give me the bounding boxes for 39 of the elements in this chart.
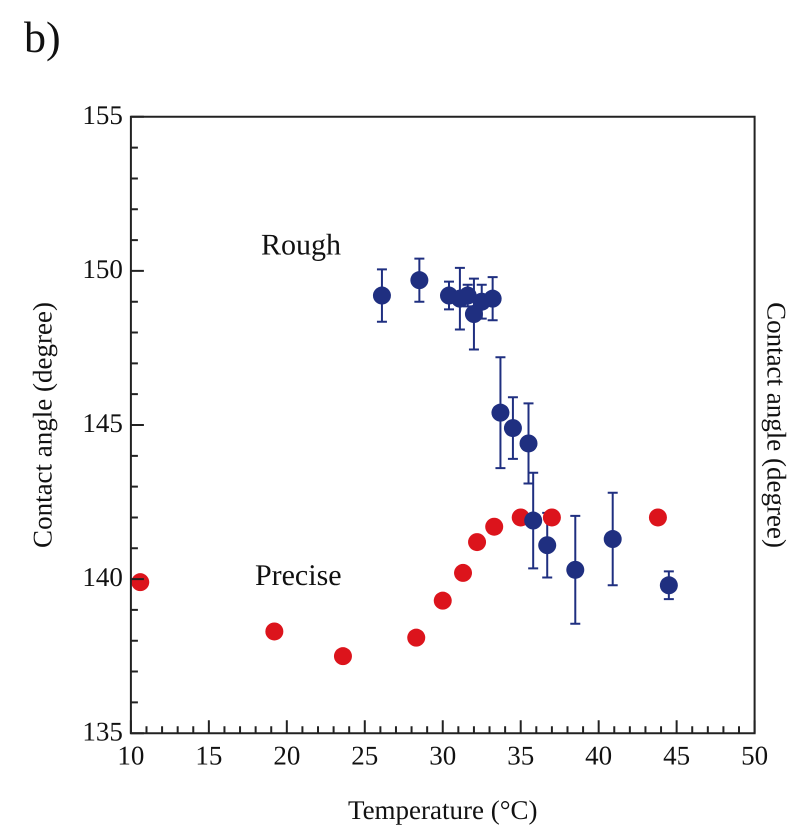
y-tick-label: 140 — [82, 562, 123, 592]
point — [542, 508, 561, 526]
point — [604, 530, 622, 548]
series-label: Precise — [254, 559, 342, 592]
y-tick-label: 155 — [82, 100, 123, 130]
x-tick-label: 50 — [741, 740, 768, 770]
series-label: Rough — [260, 228, 341, 262]
y-axis-title: Contact angle (degree) — [27, 302, 58, 548]
point — [566, 560, 584, 579]
x-tick-label: 35 — [507, 740, 534, 770]
point — [407, 628, 426, 647]
point — [434, 592, 452, 610]
point — [504, 419, 522, 438]
point — [334, 647, 352, 666]
x-tick-label: 40 — [585, 740, 612, 770]
x-tick-label: 20 — [273, 740, 300, 770]
x-tick-label: 25 — [351, 740, 378, 770]
point — [464, 305, 483, 324]
y2-axis-title: Contact angle (degree) — [762, 302, 792, 548]
point — [660, 576, 678, 594]
point — [485, 518, 504, 536]
y-tick-label: 145 — [82, 408, 123, 438]
point — [468, 533, 486, 552]
x-axis-title: Temperature (°C) — [348, 794, 538, 825]
point — [372, 286, 391, 305]
point — [520, 434, 538, 452]
chart-title: b) — [24, 12, 61, 62]
x-tick-label: 30 — [429, 740, 456, 770]
point — [265, 622, 284, 640]
point — [484, 290, 502, 308]
x-tick-label: 15 — [195, 740, 222, 770]
point — [491, 404, 510, 422]
x-tick-label: 45 — [663, 740, 690, 770]
point — [454, 564, 472, 582]
point — [538, 536, 556, 554]
y-tick-label: 150 — [82, 254, 123, 284]
point — [648, 508, 667, 526]
point — [524, 512, 542, 530]
point — [410, 271, 428, 290]
